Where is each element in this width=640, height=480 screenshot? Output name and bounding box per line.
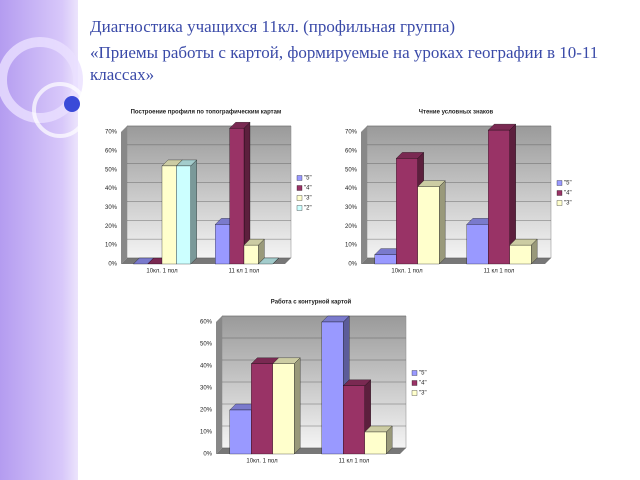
- legend-swatch: [296, 195, 303, 201]
- bar: [466, 224, 489, 265]
- y-tick-label: 60%: [105, 148, 118, 154]
- y-tick-label: 50%: [345, 167, 358, 173]
- y-tick-label: 40%: [105, 186, 118, 192]
- y-tick-label: 0%: [108, 262, 117, 268]
- legend-label: "5": [304, 176, 312, 182]
- bar-side: [439, 180, 446, 265]
- x-tick-label: 10кл. 1 пол: [246, 459, 278, 465]
- legend-label: "3": [304, 196, 312, 202]
- x-tick-label: 11 кл 1 пол: [229, 269, 260, 275]
- bar: [215, 224, 230, 265]
- y-tick-label: 50%: [200, 342, 213, 348]
- y-tick-label: 0%: [203, 452, 212, 458]
- legend-swatch: [411, 390, 418, 396]
- y-tick-label: 10%: [200, 430, 213, 436]
- chart-title: Работа с контурной картой: [271, 299, 352, 306]
- legend-swatch: [556, 200, 563, 206]
- bar: [321, 321, 344, 455]
- bar-side: [294, 357, 301, 455]
- bar: [161, 165, 177, 265]
- bar: [364, 431, 387, 455]
- x-tick-label: 11 кл 1 пол: [484, 269, 515, 275]
- legend-label: "4": [419, 381, 427, 387]
- bar-side: [190, 159, 197, 265]
- y-tick-label: 30%: [105, 205, 118, 211]
- y-tick-label: 20%: [345, 224, 358, 230]
- bar: [343, 385, 365, 455]
- bar: [176, 165, 191, 265]
- y-tick-label: 70%: [345, 130, 358, 136]
- decor-strip: [0, 0, 78, 480]
- y-tick-label: 60%: [345, 148, 358, 154]
- bar-top: [257, 257, 280, 265]
- y-tick-label: 10%: [345, 243, 358, 249]
- bar: [251, 363, 273, 455]
- y-tick-label: 30%: [200, 386, 213, 392]
- bar: [229, 409, 252, 455]
- x-tick-label: 10кл. 1 пол: [391, 269, 423, 275]
- bar: [509, 244, 532, 265]
- slide-title: Диагностика учащихся 11кл. (профильная г…: [90, 17, 456, 36]
- legend-label: "4": [304, 186, 312, 192]
- legend-label: "2": [304, 206, 312, 212]
- legend-swatch: [556, 180, 563, 186]
- bar: [272, 363, 295, 455]
- y-tick-label: 40%: [345, 186, 358, 192]
- y-tick-label: 20%: [200, 408, 213, 414]
- bar: [229, 128, 245, 265]
- plot-side: [216, 316, 222, 454]
- legend-swatch: [296, 185, 303, 191]
- bar: [374, 254, 397, 265]
- plot-side: [121, 126, 127, 264]
- bar: [488, 129, 510, 265]
- y-tick-label: 70%: [105, 130, 118, 136]
- legend-label: "5": [564, 181, 572, 187]
- legend-label: "3": [419, 391, 427, 397]
- chart-title: Построение профиля по топографическим ка…: [131, 109, 282, 116]
- legend-label: "3": [564, 201, 572, 207]
- legend-swatch: [411, 380, 418, 386]
- y-tick-label: 0%: [348, 262, 357, 268]
- legend-swatch: [296, 175, 303, 181]
- bar: [243, 244, 259, 265]
- slide-subtitle: «Приемы работы с картой, формируемые на …: [90, 43, 599, 84]
- y-tick-label: 10%: [105, 243, 118, 249]
- bar: [396, 158, 418, 265]
- y-tick-label: 50%: [105, 167, 118, 173]
- x-tick-label: 10кл. 1 пол: [146, 269, 178, 275]
- chart-title: Чтение условных знаков: [419, 110, 494, 116]
- plot-side: [361, 126, 367, 264]
- decor-circles: [0, 37, 88, 138]
- y-tick-label: 20%: [105, 224, 118, 230]
- legend-swatch: [411, 370, 418, 376]
- legend-label: "4": [564, 191, 572, 197]
- legend-swatch: [556, 190, 563, 196]
- plot-wall: [366, 125, 552, 259]
- y-tick-label: 60%: [200, 320, 213, 326]
- plot-wall: [126, 125, 292, 259]
- y-tick-label: 40%: [200, 364, 213, 370]
- bar: [417, 186, 440, 265]
- x-tick-label: 11 кл 1 пол: [339, 459, 370, 465]
- y-tick-label: 30%: [345, 205, 358, 211]
- legend-label: "5": [419, 371, 427, 377]
- legend-swatch: [296, 205, 303, 211]
